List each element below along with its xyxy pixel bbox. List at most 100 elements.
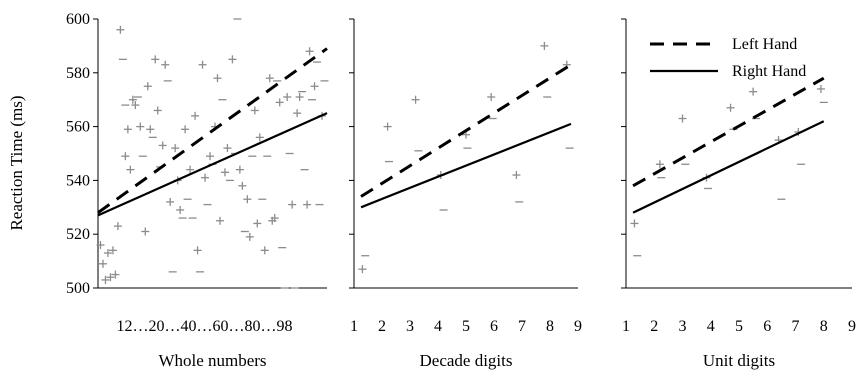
panel-unit: 1 2 3 4 5 6 7 8 9 Unit digits <box>621 18 856 370</box>
data-point-whole <box>101 275 110 284</box>
fit-line-right-hand-whole <box>97 112 328 217</box>
y-tick-label: 560 <box>66 119 90 136</box>
data-point-whole <box>141 227 150 236</box>
y-tick-label: 540 <box>66 172 90 189</box>
data-point-whole <box>121 152 130 161</box>
data-point-whole <box>128 95 137 104</box>
data-point-whole <box>113 222 122 231</box>
data-point-whole <box>275 98 284 107</box>
data-point-whole <box>260 246 269 255</box>
x-tick-label-unit: 5 <box>735 318 743 335</box>
legend: Left Hand Right Hand <box>650 36 806 80</box>
data-point-whole <box>193 246 202 255</box>
data-point-unit <box>726 103 735 112</box>
data-point-whole <box>176 205 185 214</box>
y-tick-label: 600 <box>66 11 90 28</box>
x-axis-title-whole: Whole numbers <box>158 351 266 370</box>
data-point-whole <box>228 55 237 64</box>
data-point-decade <box>487 93 496 102</box>
data-point-whole <box>245 232 254 241</box>
panels: 500 520 540 560 580 600 12…20…40…60…80…98 Whole… <box>66 11 856 370</box>
x-axis-title-decade: Decade digits <box>420 351 513 370</box>
data-point-whole <box>191 111 200 120</box>
data-point-whole <box>293 109 302 118</box>
x-tick-label-decade: 7 <box>518 318 526 335</box>
data-point-whole <box>131 101 140 110</box>
x-tick-label-decade: 5 <box>462 318 470 335</box>
x-tick-label-unit: 3 <box>679 318 687 335</box>
y-tick-label: 520 <box>66 226 90 243</box>
x-tick-label-unit: 6 <box>763 318 771 335</box>
x-tick-label-unit: 2 <box>650 318 658 335</box>
data-point-decade <box>540 41 549 50</box>
data-point-whole <box>295 93 304 102</box>
data-point-decade <box>512 171 521 180</box>
data-point-whole <box>223 144 232 153</box>
data-point-whole <box>250 106 259 115</box>
x-axis-title-unit: Unit digits <box>703 351 775 370</box>
data-point-whole <box>186 165 195 174</box>
data-point-whole <box>206 152 215 161</box>
fit-line-left-hand-whole <box>97 47 328 214</box>
y-axis-title: Reaction Time (ms) <box>7 95 26 230</box>
data-point-whole <box>106 273 115 282</box>
data-point-whole <box>265 74 274 83</box>
data-point-whole <box>98 259 107 268</box>
x-tick-label-unit: 1 <box>622 318 630 335</box>
x-tick-label-unit: 4 <box>707 318 715 335</box>
data-point-whole <box>146 125 155 134</box>
data-point-unit <box>816 84 825 93</box>
data-point-whole <box>215 216 224 225</box>
data-point-whole <box>161 60 170 69</box>
data-point-whole <box>235 165 244 174</box>
data-point-whole <box>201 173 210 182</box>
data-point-decade <box>411 95 420 104</box>
fit-line-right-hand-unit <box>632 120 825 214</box>
data-point-whole <box>288 200 297 209</box>
x-tick-label-unit: 9 <box>848 318 856 335</box>
data-point-whole <box>111 270 120 279</box>
data-point-whole <box>158 141 167 150</box>
x-tick-label-decade: 4 <box>434 318 442 335</box>
data-point-unit <box>655 160 664 169</box>
fit-line-right-hand-decade <box>360 122 572 209</box>
data-point-whole <box>213 74 222 83</box>
x-tick-label-decade: 9 <box>574 318 582 335</box>
x-tick-label-decade: 6 <box>490 318 498 335</box>
data-point-decade <box>358 265 367 274</box>
data-point-whole <box>181 125 190 134</box>
data-point-whole <box>153 106 162 115</box>
data-point-whole <box>255 133 264 142</box>
x-tick-label-decade: 1 <box>350 318 358 335</box>
data-point-whole <box>220 168 229 177</box>
data-point-whole <box>243 195 252 204</box>
data-point-whole <box>198 60 207 69</box>
fit-line-left-hand-unit <box>632 76 825 188</box>
x-tick-label-decade: 2 <box>378 318 386 335</box>
x-tick-label-decade: 3 <box>406 318 414 335</box>
x-tick-label-whole: 12…20…40…60…80…98 <box>117 318 293 335</box>
legend-label-left-hand: Left Hand <box>732 36 797 53</box>
data-point-whole <box>166 197 175 206</box>
data-point-whole <box>103 249 112 258</box>
y-tick-label: 500 <box>66 280 90 297</box>
data-point-whole <box>143 82 152 91</box>
data-point-whole <box>123 125 132 134</box>
x-tick-label-unit: 7 <box>792 318 800 335</box>
fit-line-left-hand-decade <box>360 63 572 198</box>
y-tick-label: 580 <box>66 65 90 82</box>
data-point-unit <box>678 114 687 123</box>
x-tick-label-decade: 8 <box>546 318 554 335</box>
data-point-whole <box>126 165 135 174</box>
data-point-whole <box>136 122 145 131</box>
data-point-whole <box>283 93 292 102</box>
data-point-whole <box>238 181 247 190</box>
data-point-whole <box>253 219 262 228</box>
x-tick-label-unit: 8 <box>820 318 828 335</box>
data-point-whole <box>108 246 117 255</box>
data-point-whole <box>171 144 180 153</box>
data-point-whole <box>151 55 160 64</box>
data-point-whole <box>270 214 279 223</box>
